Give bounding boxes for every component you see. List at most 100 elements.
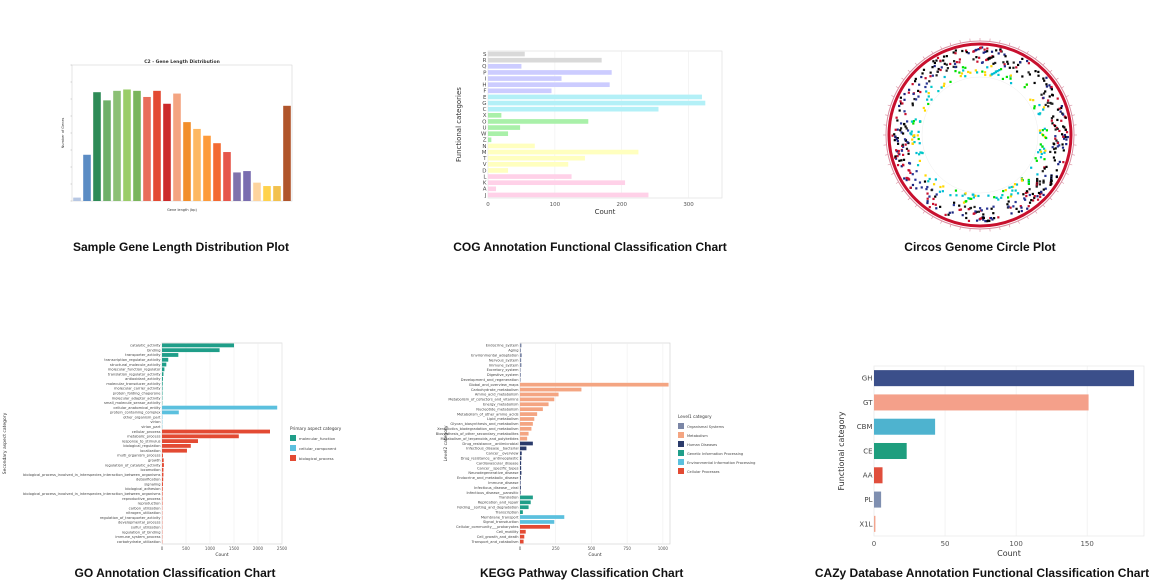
- circos-point: [932, 60, 935, 63]
- bar: [520, 402, 549, 407]
- circos-point: [907, 91, 910, 94]
- circos-point: [973, 205, 976, 209]
- ring-tick: [940, 46, 943, 50]
- bar: [162, 429, 270, 434]
- circos-point: [1032, 99, 1035, 102]
- circos-point: [938, 190, 942, 193]
- category-label: A: [483, 187, 487, 193]
- circos-point: [959, 74, 962, 78]
- bar: [520, 471, 522, 475]
- circos-point: [1016, 192, 1020, 195]
- circos-point: [940, 66, 943, 69]
- circos-point: [1015, 183, 1019, 186]
- circos-point: [954, 49, 957, 52]
- circos-point: [1060, 104, 1063, 108]
- category-label: Nucleotide_metabolism: [476, 407, 519, 411]
- bar: [488, 106, 659, 112]
- circos-point: [964, 66, 967, 69]
- circos-point: [1006, 62, 1010, 65]
- category-label: Q: [482, 64, 487, 70]
- circos-point: [928, 177, 931, 181]
- circos-point: [909, 171, 912, 174]
- category-label: I: [485, 76, 487, 82]
- category-label: K: [483, 181, 487, 187]
- bar: [162, 405, 278, 410]
- circos-point: [1026, 59, 1029, 63]
- circos-point: [992, 62, 995, 65]
- circos-point: [943, 75, 946, 79]
- circos-point: [964, 192, 967, 195]
- category-label: M: [482, 150, 487, 156]
- bar: [488, 125, 521, 130]
- category-label: transporter_activity: [125, 353, 161, 357]
- circos-point: [1020, 206, 1023, 209]
- x-tick-label: 200: [616, 202, 627, 208]
- circos-point: [1028, 201, 1032, 204]
- circos-point: [993, 196, 996, 199]
- circos-point: [1054, 151, 1057, 154]
- circos-point: [949, 80, 952, 83]
- bar: [520, 520, 555, 524]
- bar: [520, 475, 521, 480]
- circos-point: [1042, 134, 1045, 137]
- bar: [162, 467, 164, 472]
- circos-point: [923, 109, 927, 112]
- circos-point: [990, 56, 993, 59]
- circos-point: [895, 138, 898, 141]
- circos-point: [1035, 180, 1039, 183]
- bar: [520, 451, 522, 456]
- category-label: cellular_anatomical_entity: [113, 406, 161, 410]
- circos-point: [981, 46, 984, 49]
- circos-point: [1052, 156, 1056, 159]
- circos-point: [997, 73, 1000, 76]
- bar: [520, 539, 524, 544]
- circos-point: [894, 155, 897, 158]
- circos-point: [1003, 63, 1006, 66]
- category-label: regulation_of_catalytic_activity: [105, 463, 162, 467]
- circos-point: [930, 98, 933, 101]
- circos-point: [1025, 194, 1028, 198]
- circos-point: [911, 104, 914, 107]
- circos-point: [998, 68, 1001, 72]
- circos-point: [1051, 146, 1054, 149]
- circos-point: [983, 71, 987, 74]
- bar: [488, 112, 502, 118]
- circos-point: [952, 65, 955, 68]
- circos-point: [1027, 182, 1031, 186]
- circos-point: [1027, 178, 1030, 182]
- category-label: antioxidant_activity: [125, 377, 161, 381]
- circos-point: [997, 198, 1000, 201]
- circos-point: [939, 68, 942, 72]
- x-tick-label: 2000: [253, 546, 264, 551]
- circos-point: [1056, 108, 1060, 111]
- circos-point: [958, 71, 961, 74]
- circos-point: [1062, 149, 1065, 152]
- circos-point: [906, 120, 909, 123]
- circos-point: [1033, 107, 1036, 110]
- circos-point: [1042, 147, 1046, 150]
- category-label: PL: [864, 496, 872, 504]
- circos-point: [929, 75, 932, 78]
- circos-point: [935, 74, 938, 77]
- category-label: S: [483, 52, 487, 58]
- circos-point: [1010, 185, 1013, 189]
- kegg-chart: 0 250 500 750 1000Endocrine_systemAgingEnvir…: [436, 342, 755, 558]
- circos-point: [919, 151, 922, 154]
- circos-point: [939, 205, 942, 208]
- circos-point: [1055, 139, 1058, 142]
- bar: [488, 155, 585, 161]
- circos-point: [902, 158, 906, 161]
- bar: [520, 348, 521, 353]
- circos-point: [1028, 193, 1031, 197]
- circos-point: [963, 205, 967, 208]
- circos-point: [962, 201, 966, 204]
- circos-point: [1031, 199, 1035, 202]
- circos-point: [922, 68, 926, 71]
- circos-point: [1050, 102, 1053, 105]
- category-label: molecular_carrier_activity: [114, 387, 161, 391]
- legend-label: Human Diseases: [687, 443, 717, 447]
- legend-label: molecular_function: [299, 436, 336, 441]
- legend-title: Level1 category: [678, 414, 712, 419]
- category-label: Transcription: [494, 510, 518, 514]
- circos-point: [894, 128, 897, 131]
